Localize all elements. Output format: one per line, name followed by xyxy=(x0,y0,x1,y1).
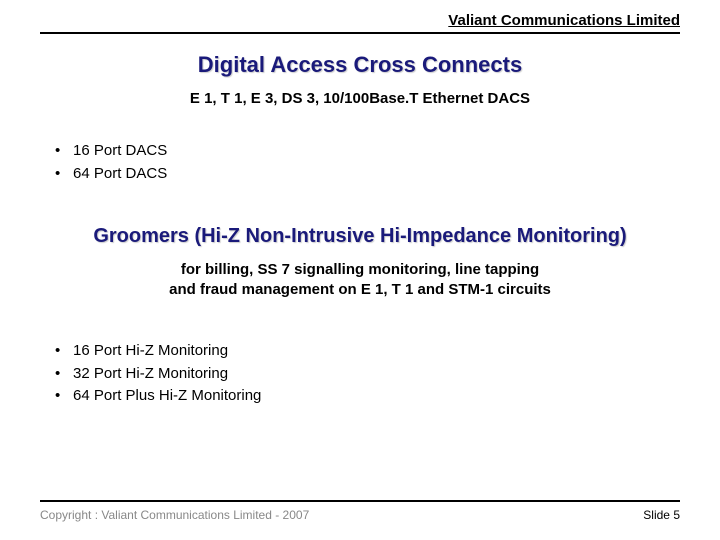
bullet-icon: • xyxy=(55,385,73,408)
list-item: •16 Port Hi-Z Monitoring xyxy=(55,340,261,363)
section2-title: Groomers (Hi-Z Non-Intrusive Hi-Impedanc… xyxy=(0,225,720,248)
subtitle-line: and fraud management on E 1, T 1 and STM… xyxy=(169,281,551,298)
subtitle-line: for billing, SS 7 signalling monitoring,… xyxy=(181,261,539,278)
bullet-icon: • xyxy=(55,340,73,363)
section2-subtitle: for billing, SS 7 signalling monitoring,… xyxy=(0,260,720,301)
list-item: •64 Port Plus Hi-Z Monitoring xyxy=(55,385,261,408)
copyright-text: Copyright : Valiant Communications Limit… xyxy=(40,508,309,522)
bullet-text: 64 Port Plus Hi-Z Monitoring xyxy=(73,387,261,404)
bullet-icon: • xyxy=(55,140,73,163)
company-name: Valiant Communications Limited xyxy=(448,12,680,29)
section1-subtitle: E 1, T 1, E 3, DS 3, 10/100Base.T Ethern… xyxy=(0,90,720,107)
footer-rule: Copyright : Valiant Communications Limit… xyxy=(40,500,680,522)
bullet-text: 64 Port DACS xyxy=(73,165,167,182)
list-item: •16 Port DACS xyxy=(55,140,167,163)
bullet-icon: • xyxy=(55,363,73,386)
bullet-icon: • xyxy=(55,163,73,186)
bullet-text: 32 Port Hi-Z Monitoring xyxy=(73,365,228,382)
section2-bullets: •16 Port Hi-Z Monitoring •32 Port Hi-Z M… xyxy=(55,340,261,408)
list-item: •64 Port DACS xyxy=(55,163,167,186)
section1-title: Digital Access Cross Connects xyxy=(0,52,720,78)
bullet-text: 16 Port DACS xyxy=(73,142,167,159)
slide-number: Slide 5 xyxy=(643,508,680,522)
header-rule: Valiant Communications Limited xyxy=(40,12,680,34)
bullet-text: 16 Port Hi-Z Monitoring xyxy=(73,342,228,359)
section1-bullets: •16 Port DACS •64 Port DACS xyxy=(55,140,167,185)
list-item: •32 Port Hi-Z Monitoring xyxy=(55,363,261,386)
